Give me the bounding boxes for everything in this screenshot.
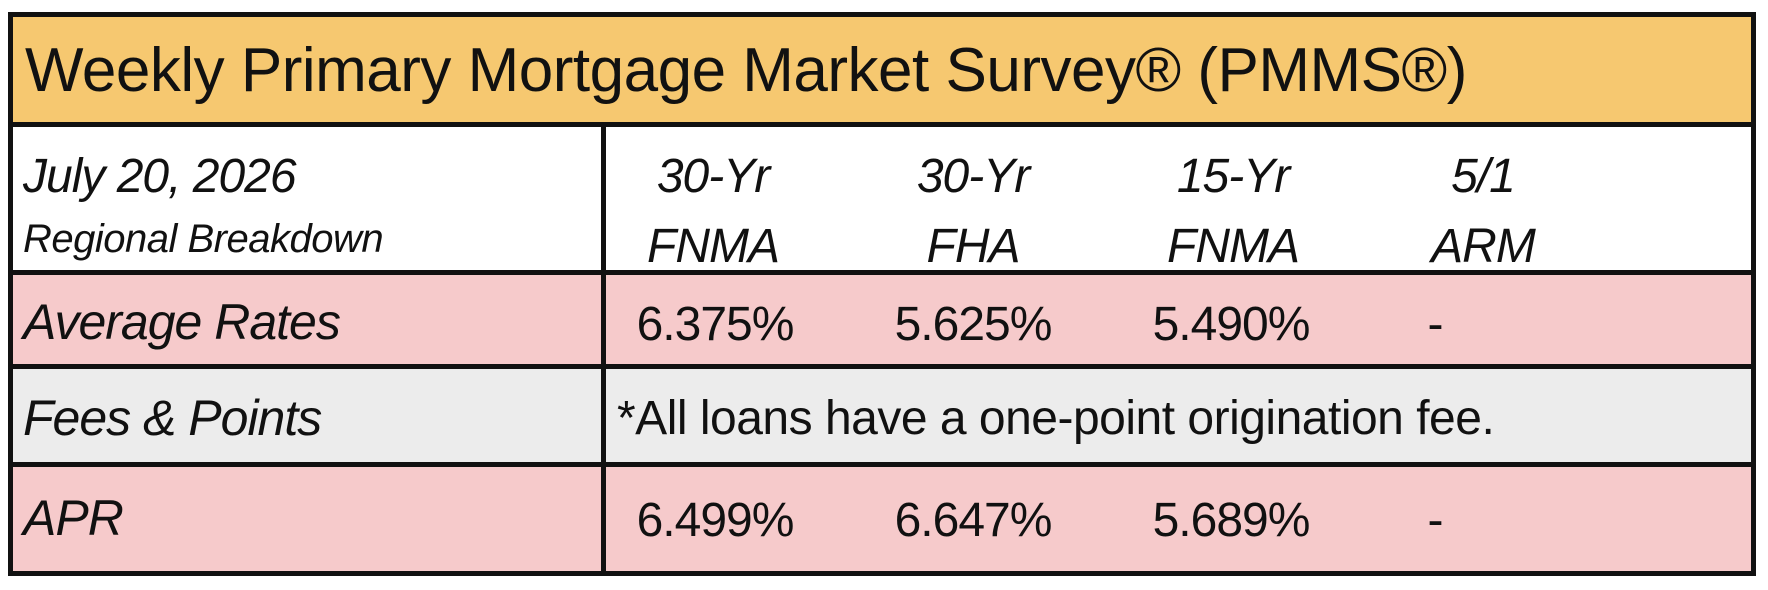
table-title: Weekly Primary Mortgage Market Survey® (… <box>25 36 1467 105</box>
apr-arm: - <box>1427 494 1444 547</box>
apr-30yr-fnma: 6.499% <box>636 494 795 547</box>
apr-15yr-fnma: 5.689% <box>1152 494 1311 547</box>
avg-rate-30yr-fnma: 6.375% <box>636 298 795 351</box>
col-30yr-fnma-line1: 30-Yr <box>656 150 770 203</box>
average-rates-label: Average Rates <box>23 294 341 350</box>
pmms-table: Weekly Primary Mortgage Market Survey® (… <box>8 12 1756 576</box>
col-arm-line2: ARM <box>1431 220 1536 273</box>
column-divider <box>601 127 606 571</box>
col-15yr-fnma-line2: FNMA <box>1167 220 1300 273</box>
col-15yr-fnma-line1: 15-Yr <box>1176 150 1290 203</box>
col-30yr-fha-line1: 30-Yr <box>916 150 1030 203</box>
avg-rate-30yr-fha: 5.625% <box>894 298 1053 351</box>
avg-rate-arm: - <box>1427 298 1444 351</box>
avg-rate-15yr-fnma: 5.490% <box>1152 298 1311 351</box>
fees-note: *All loans have a one-point origination … <box>617 392 1495 445</box>
col-30yr-fnma-line2: FNMA <box>647 220 780 273</box>
fees-points-row: Fees & Points *All loans have a one-poin… <box>13 369 1751 467</box>
apr-row: APR 6.499% 6.647% 5.689% - <box>13 467 1751 571</box>
col-arm-line1: 5/1 <box>1451 150 1516 203</box>
region-subtitle: Regional Breakdown <box>23 217 384 261</box>
apr-30yr-fha: 6.647% <box>894 494 1053 547</box>
header-row: July 20, 2026 Regional Breakdown 30-Yr F… <box>13 127 1751 275</box>
fees-points-label: Fees & Points <box>23 390 322 446</box>
title-row: Weekly Primary Mortgage Market Survey® (… <box>13 17 1751 127</box>
average-rates-row: Average Rates 6.375% 5.625% 5.490% - <box>13 275 1751 369</box>
survey-date: July 20, 2026 <box>23 150 297 203</box>
col-30yr-fha-line2: FHA <box>926 220 1021 273</box>
apr-label: APR <box>23 490 124 546</box>
